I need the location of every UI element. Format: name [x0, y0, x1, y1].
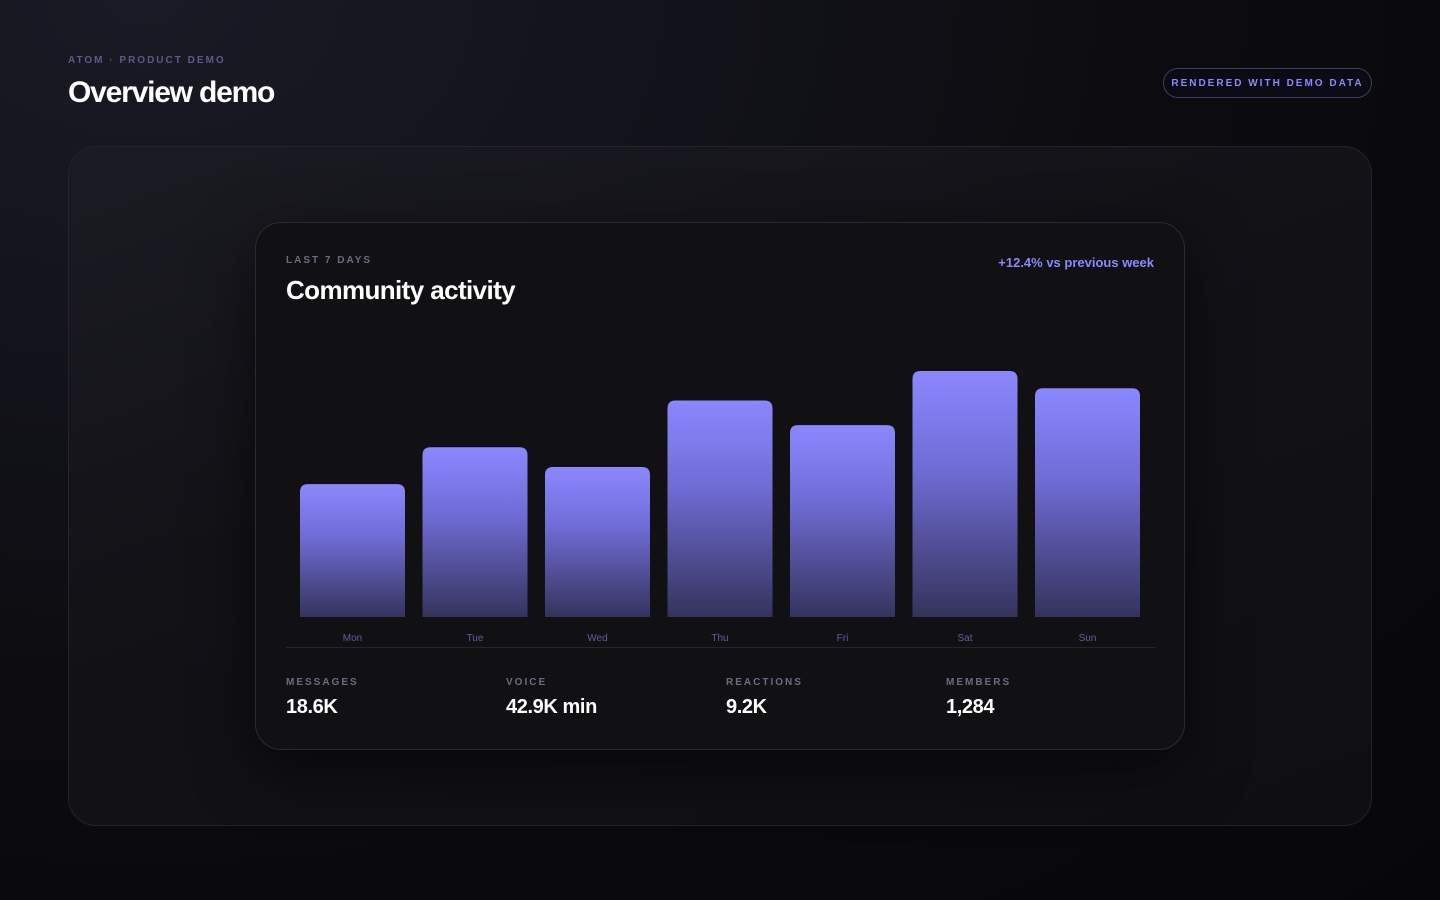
stat-label: MESSAGES — [286, 677, 359, 688]
bar-tue — [422, 447, 528, 617]
card-eyebrow: LAST 7 DAYS — [286, 255, 373, 266]
x-tick-label: Sat — [957, 633, 972, 644]
stat-voice: VOICE 42.9K min — [506, 677, 706, 719]
stat-label: VOICE — [506, 677, 548, 688]
activity-chart: Mon Tue Wed Thu Fri Sat Sun — [286, 353, 1156, 649]
page-title: Overview demo — [68, 76, 275, 109]
x-tick-label: Fri — [837, 633, 849, 644]
x-tick-label: Wed — [587, 633, 607, 644]
stat-label: MEMBERS — [946, 677, 1012, 688]
x-tick-label: Tue — [467, 633, 484, 644]
stat-reactions: REACTIONS 9.2K — [726, 677, 926, 719]
stat-label: REACTIONS — [726, 677, 803, 688]
stat-members: MEMBERS 1,284 — [946, 677, 1146, 719]
activity-bar-chart: Mon Tue Wed Thu Fri Sat Sun — [300, 371, 1140, 644]
stat-value: 9.2K — [726, 696, 767, 718]
stat-value: 1,284 — [946, 696, 995, 718]
chart-divider — [286, 647, 1156, 648]
bar-fri — [790, 425, 895, 617]
card-title: Community activity — [286, 275, 516, 305]
community-activity-card: LAST 7 DAYS Community activity +12.4% vs… — [255, 222, 1185, 750]
page-eyebrow: ATOM · PRODUCT DEMO — [68, 55, 226, 66]
stat-value: 42.9K min — [506, 696, 597, 718]
bar-mon — [300, 484, 405, 617]
x-tick-label: Thu — [711, 633, 728, 644]
bar-wed — [545, 466, 650, 617]
stat-value: 18.6K — [286, 696, 338, 718]
week-delta: +12.4% vs previous week — [998, 255, 1154, 270]
stats-row: MESSAGES 18.6K VOICE 42.9K min REACTIONS… — [286, 677, 1166, 727]
stat-messages: MESSAGES 18.6K — [286, 677, 486, 719]
bar-sat — [912, 371, 1018, 617]
x-tick-label: Mon — [343, 633, 362, 644]
x-tick-label: Sun — [1079, 633, 1097, 644]
bar-thu — [667, 400, 773, 617]
demo-data-badge: RENDERED WITH DEMO DATA — [1163, 68, 1372, 98]
bar-sun — [1035, 388, 1140, 617]
